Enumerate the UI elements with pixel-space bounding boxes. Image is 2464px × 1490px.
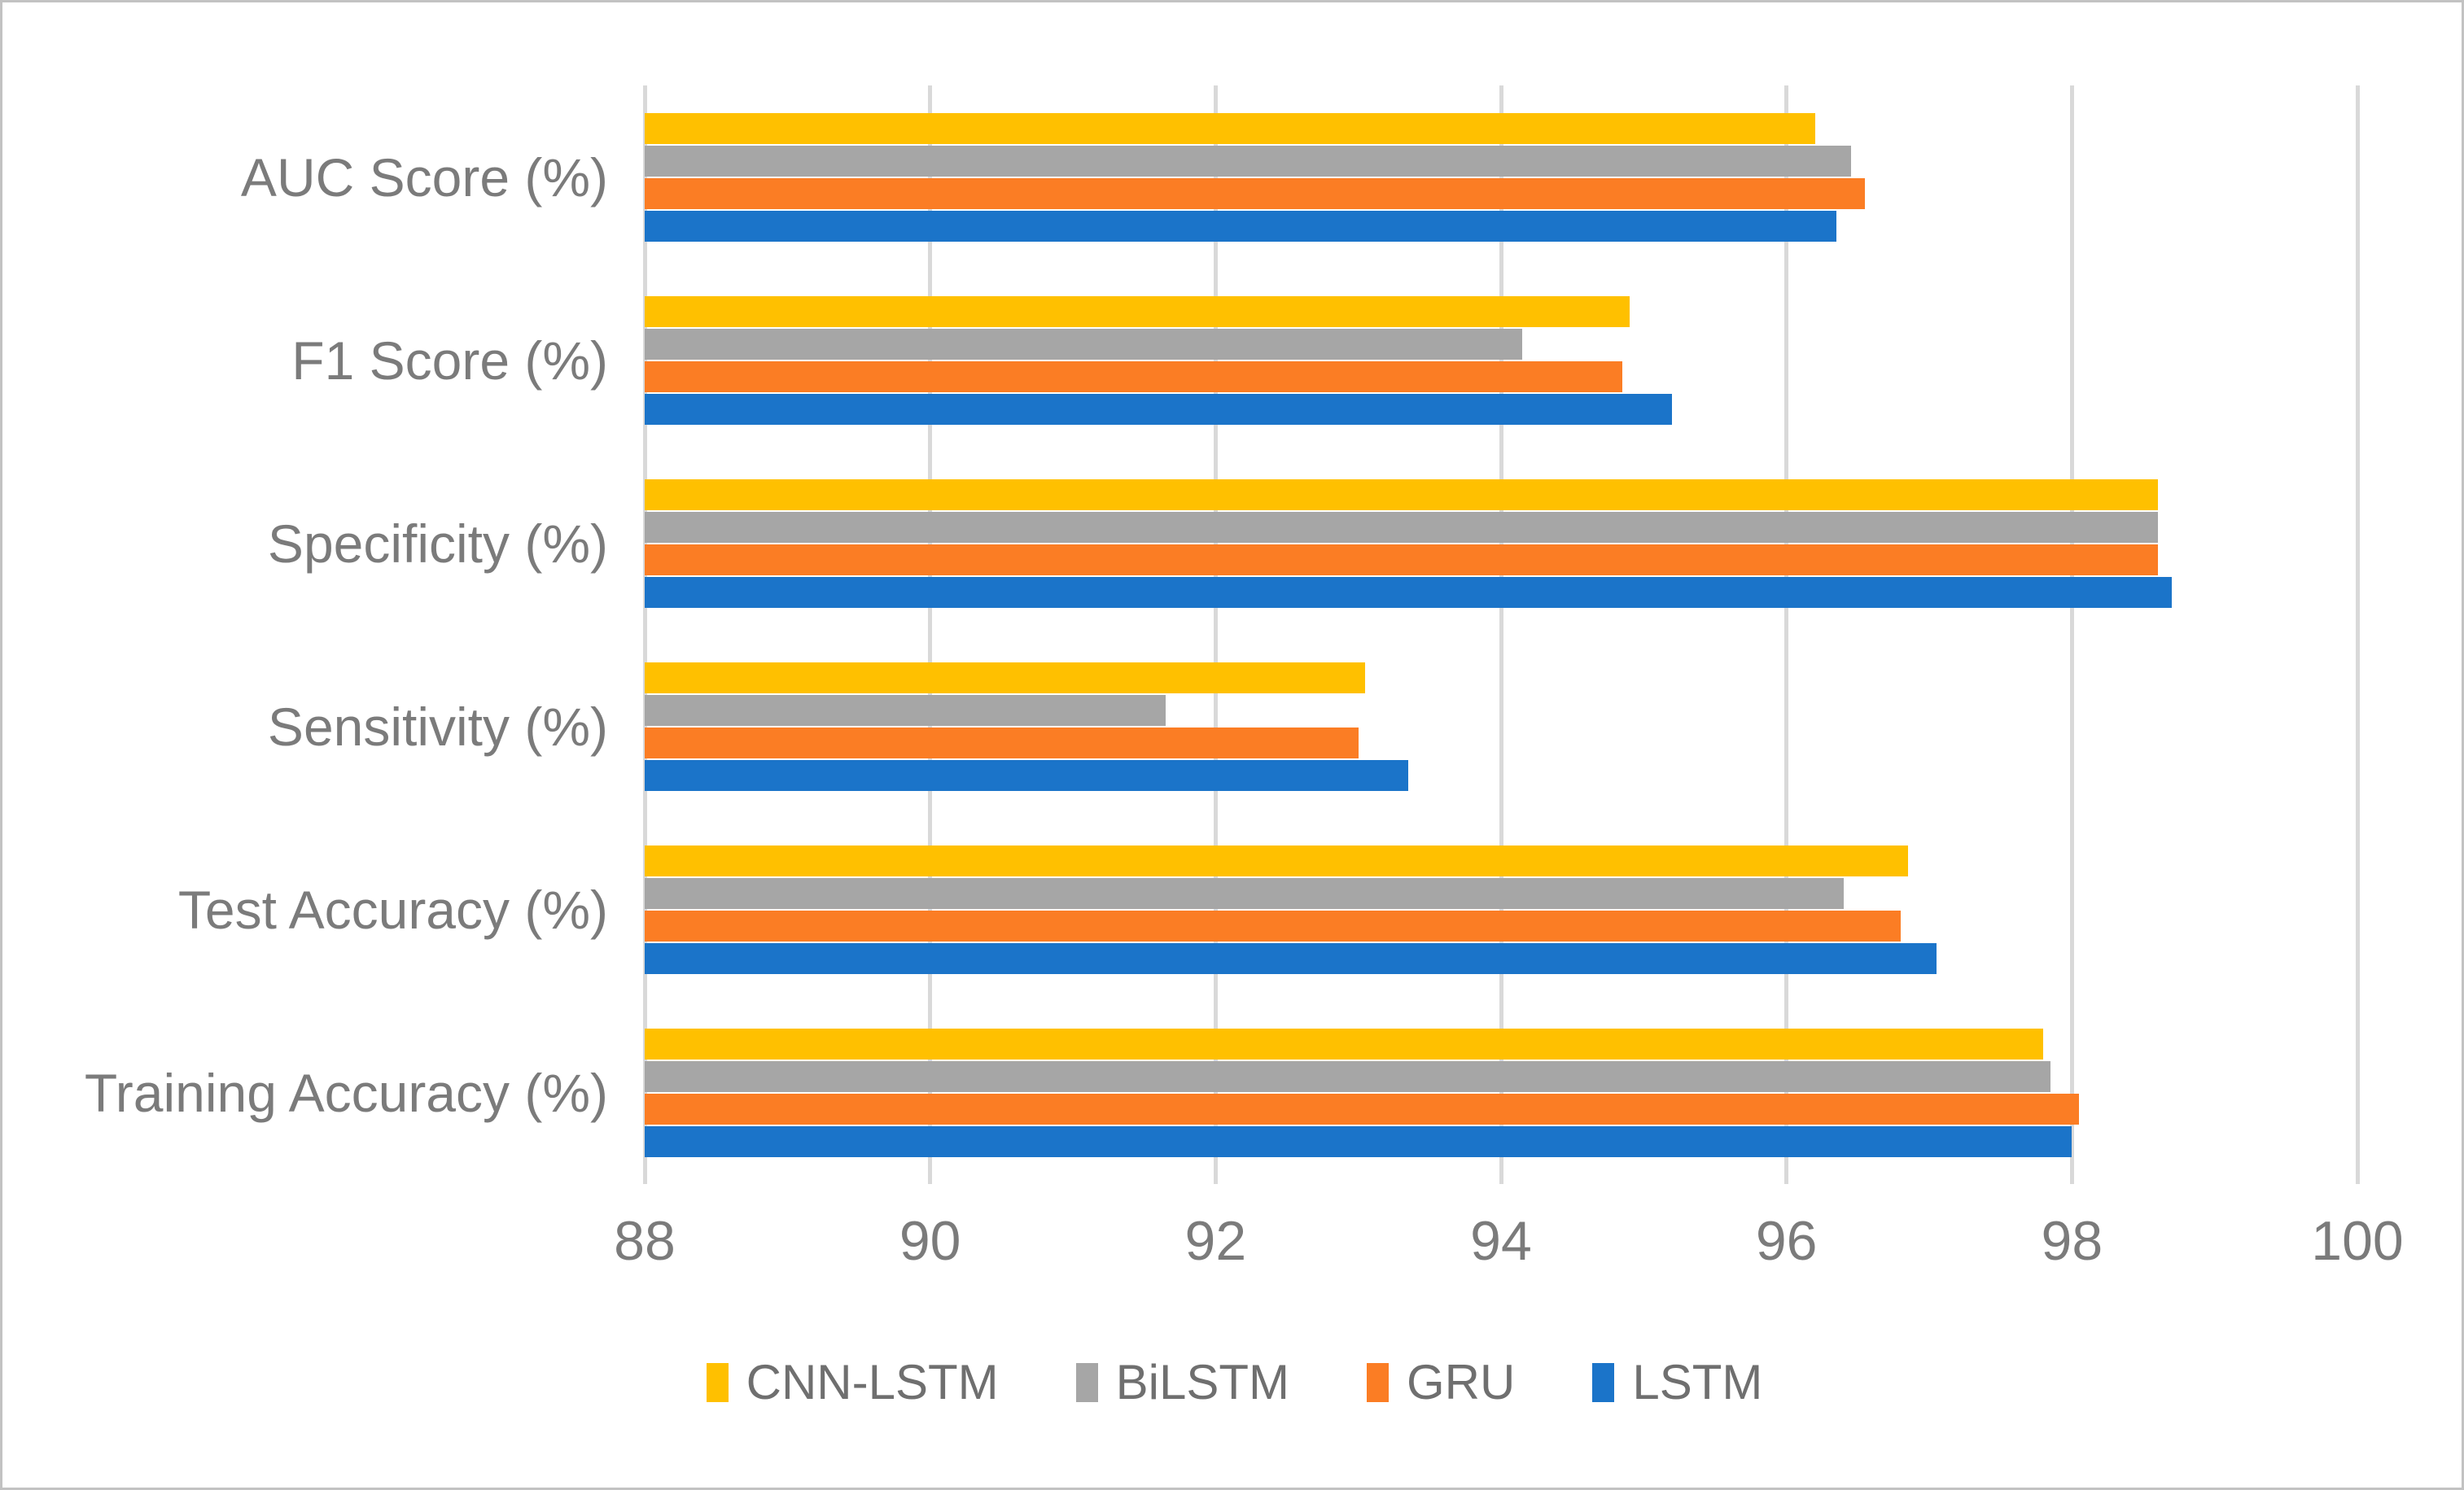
bar-gru-6 (645, 1093, 2079, 1125)
x-tick-label-100: 100 (2311, 1210, 2404, 1272)
category-label-2: F1 Score (%) (291, 330, 608, 391)
bar-cnn-lstm-4 (645, 662, 1365, 693)
legend-item-bilstm: BiLSTM (1075, 1355, 1289, 1409)
bar-lstm-3 (645, 576, 2172, 608)
bar-lstm-4 (645, 759, 1408, 791)
legend-item-lstm: LSTM (1592, 1358, 1762, 1407)
gridline-100 (2355, 85, 2360, 1184)
category-label-4: Sensitivity (%) (267, 696, 608, 757)
bar-bilstm-6 (645, 1060, 2050, 1092)
bar-bilstm-1 (645, 145, 1851, 177)
bar-gru-5 (645, 910, 1901, 942)
legend: CNN-LSTM BiLSTM GRU LSTM (2, 1344, 2462, 1422)
x-tick-label-92: 92 (1184, 1210, 1247, 1272)
bar-lstm-5 (645, 942, 1937, 974)
legend-label-gru: GRU (1407, 1355, 1516, 1409)
legend-swatch-cnn-lstm (706, 1363, 729, 1402)
legend-swatch-gru (1367, 1363, 1389, 1402)
gridline-98 (2069, 85, 2074, 1184)
bar-cnn-lstm-2 (645, 295, 1630, 327)
x-tick-label-98: 98 (2041, 1210, 2103, 1272)
bar-cnn-lstm-1 (645, 112, 1815, 144)
x-tick-label-94: 94 (1470, 1210, 1532, 1272)
gridline-94 (1499, 85, 1503, 1184)
gridline-90 (928, 85, 933, 1184)
x-tick-label-90: 90 (899, 1210, 961, 1272)
legend-label-lstm: LSTM (1632, 1355, 1763, 1409)
x-tick-label-96: 96 (1755, 1210, 1818, 1272)
x-tick-label-88: 88 (614, 1210, 676, 1272)
bar-gru-4 (645, 727, 1359, 758)
bar-lstm-2 (645, 393, 1672, 425)
legend-swatch-bilstm (1075, 1363, 1098, 1402)
plot-area (642, 85, 2360, 1184)
bar-cnn-lstm-5 (645, 845, 1908, 876)
gridline-88 (642, 85, 647, 1184)
bar-gru-3 (645, 544, 2158, 575)
bar-cnn-lstm-6 (645, 1028, 2043, 1060)
bar-gru-1 (645, 177, 1865, 209)
legend-item-gru: GRU (1367, 1358, 1515, 1407)
category-label-5: Test Accuracy (%) (177, 879, 608, 940)
gridline-92 (1213, 85, 1218, 1184)
legend-swatch-lstm (1592, 1363, 1615, 1402)
bar-bilstm-2 (645, 328, 1522, 360)
legend-label-bilstm: BiLSTM (1115, 1355, 1289, 1409)
category-label-3: Specificity (%) (267, 513, 608, 574)
bar-bilstm-5 (645, 877, 1844, 909)
bar-cnn-lstm-3 (645, 478, 2158, 510)
bar-lstm-6 (645, 1125, 2072, 1157)
bar-bilstm-4 (645, 694, 1166, 726)
bar-gru-2 (645, 360, 1622, 392)
bar-lstm-1 (645, 210, 1836, 242)
bar-bilstm-3 (645, 511, 2158, 543)
gridline-96 (1784, 85, 1789, 1184)
legend-label-cnn-lstm: CNN-LSTM (746, 1355, 999, 1409)
category-label-6: Training Accuracy (%) (84, 1062, 608, 1123)
category-label-1: AUC Score (%) (240, 146, 608, 208)
legend-item-cnn-lstm: CNN-LSTM (706, 1355, 999, 1409)
